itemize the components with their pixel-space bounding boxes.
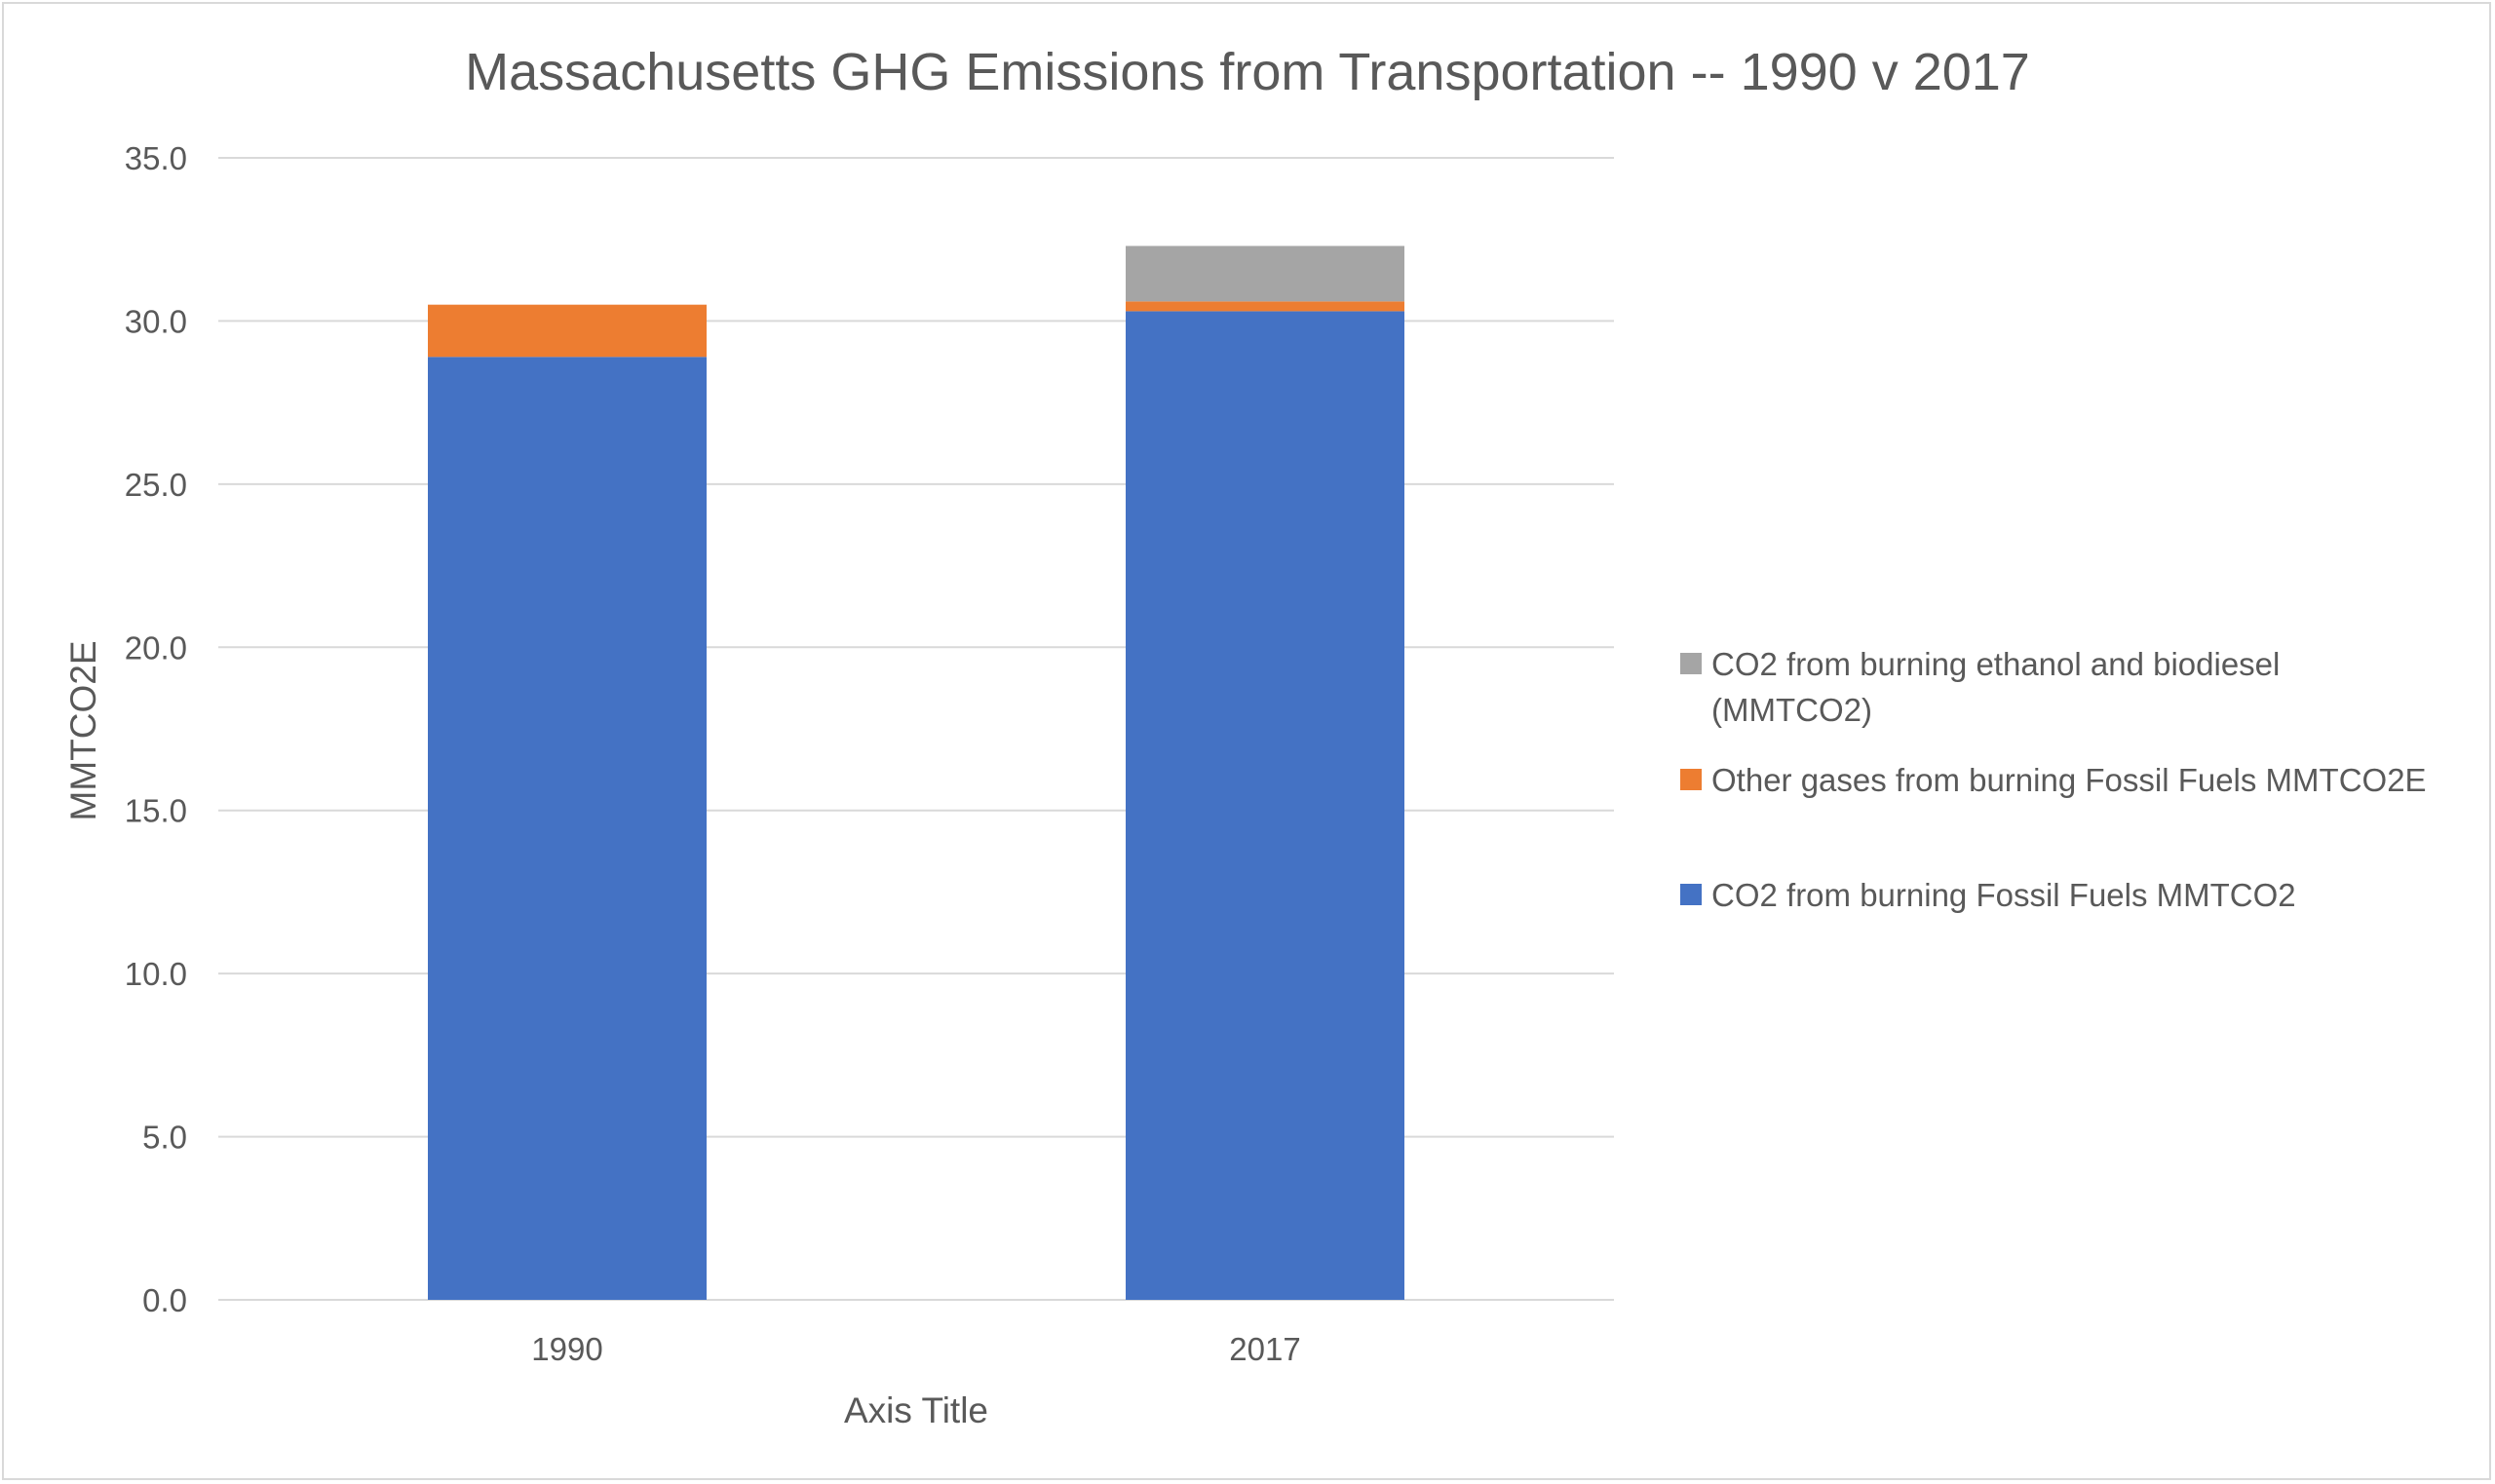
x-tick-label: 1990 <box>531 1331 602 1367</box>
legend-swatch <box>1680 884 1702 905</box>
y-tick-label: 5.0 <box>142 1120 187 1156</box>
x-tick-labels: 1990 2017 <box>531 1331 1300 1367</box>
bar-2017-series-0 <box>1126 311 1404 1301</box>
y-axis-title: MMTCO2E <box>63 641 103 821</box>
bar-1990-series-1 <box>428 304 707 358</box>
y-tick-label: 35.0 <box>125 140 187 176</box>
y-tick-label: 30.0 <box>125 303 187 339</box>
bar-2017-series-1 <box>1126 301 1404 312</box>
y-tick-label: 10.0 <box>125 956 187 992</box>
legend-entry: Other gases from burning Fossil Fuels MM… <box>1680 762 2427 798</box>
y-tick-label: 25.0 <box>125 467 187 503</box>
x-tick-label: 2017 <box>1229 1331 1300 1367</box>
legend: CO2 from burning ethanol and biodiesel (M… <box>1680 646 2427 913</box>
x-axis-title: Axis Title <box>844 1390 988 1430</box>
legend-label: CO2 from burning ethanol and biodiesel <box>1711 646 2280 682</box>
legend-label: CO2 from burning Fossil Fuels MMTCO2 <box>1711 877 2296 913</box>
legend-swatch <box>1680 769 1702 790</box>
bar-2017-series-2 <box>1126 246 1404 302</box>
y-tick-label: 0.0 <box>142 1282 187 1318</box>
y-tick-labels: 0.0 5.0 10.0 15.0 20.0 25.0 30.0 35.0 <box>125 140 187 1318</box>
legend-entry: CO2 from burning ethanol and biodiesel (M… <box>1680 646 2280 728</box>
bar-1990-series-0 <box>428 357 707 1301</box>
legend-entry: CO2 from burning Fossil Fuels MMTCO2 <box>1680 877 2296 913</box>
legend-label: Other gases from burning Fossil Fuels MM… <box>1711 762 2427 798</box>
legend-label: (MMTCO2) <box>1711 692 1872 728</box>
gridlines <box>218 157 1614 1301</box>
chart-svg: Massachusetts GHG Emissions from Transpo… <box>63 43 2427 1430</box>
legend-swatch <box>1680 653 1702 674</box>
y-tick-label: 15.0 <box>125 793 187 829</box>
y-tick-label: 20.0 <box>125 629 187 666</box>
chart-title: Massachusetts GHG Emissions from Transpo… <box>465 43 2030 101</box>
bars <box>428 246 1404 1301</box>
